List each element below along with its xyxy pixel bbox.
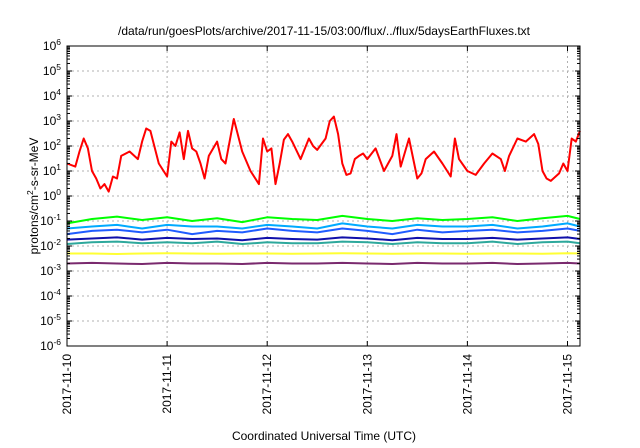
x-axis-label: Coordinated Universal Time (UTC) <box>232 429 416 443</box>
x-tick-label: 2017-11-14 <box>460 354 474 415</box>
y-axis-label: protons/cm2-s-sr-MeV <box>25 138 41 255</box>
y-tick-label: 10-6 <box>40 337 61 353</box>
x-tick-label: 2017-11-10 <box>60 354 74 415</box>
x-tick-label: 2017-11-11 <box>160 354 174 414</box>
x-tick-label: 2017-11-13 <box>360 354 374 415</box>
y-tick-label: 104 <box>43 87 61 103</box>
x-tick-label: 2017-11-12 <box>260 354 274 415</box>
series-layer <box>66 115 581 265</box>
y-tick-label: 10-5 <box>40 312 61 328</box>
ticks <box>66 45 580 347</box>
grid-lines <box>67 46 580 346</box>
y-tick-label: 10-4 <box>40 287 61 303</box>
y-tick-label: 106 <box>43 37 61 53</box>
series-line <box>66 236 581 242</box>
y-tick-label: 10-3 <box>40 262 61 278</box>
y-tick-label: 101 <box>43 162 61 178</box>
y-tick-label: 103 <box>43 112 61 128</box>
y-tick-labels: 10-6 10-5 10-4 10-3 10-2 10-1 100 101 102 103 104 1… <box>40 37 61 353</box>
series-line <box>66 115 581 193</box>
series-line <box>66 227 581 236</box>
x-tick-labels: 2017-11-10 2017-11-11 2017-11-12 2017-11-13… <box>60 354 574 415</box>
y-tick-label: 100 <box>43 187 61 203</box>
x-tick-label: 2017-11-15 <box>560 354 574 415</box>
y-tick-label: 10-1 <box>40 212 61 228</box>
y-tick-label: 105 <box>43 62 61 78</box>
series-line <box>66 222 581 230</box>
series-line <box>66 214 581 225</box>
series-line <box>66 261 581 265</box>
y-tick-label: 102 <box>43 137 61 153</box>
series-line <box>67 252 581 255</box>
series-line <box>66 240 581 245</box>
chart-title: /data/run/goesPlots/archive/2017-11-15/0… <box>118 24 531 38</box>
y-tick-label: 10-2 <box>40 237 61 253</box>
